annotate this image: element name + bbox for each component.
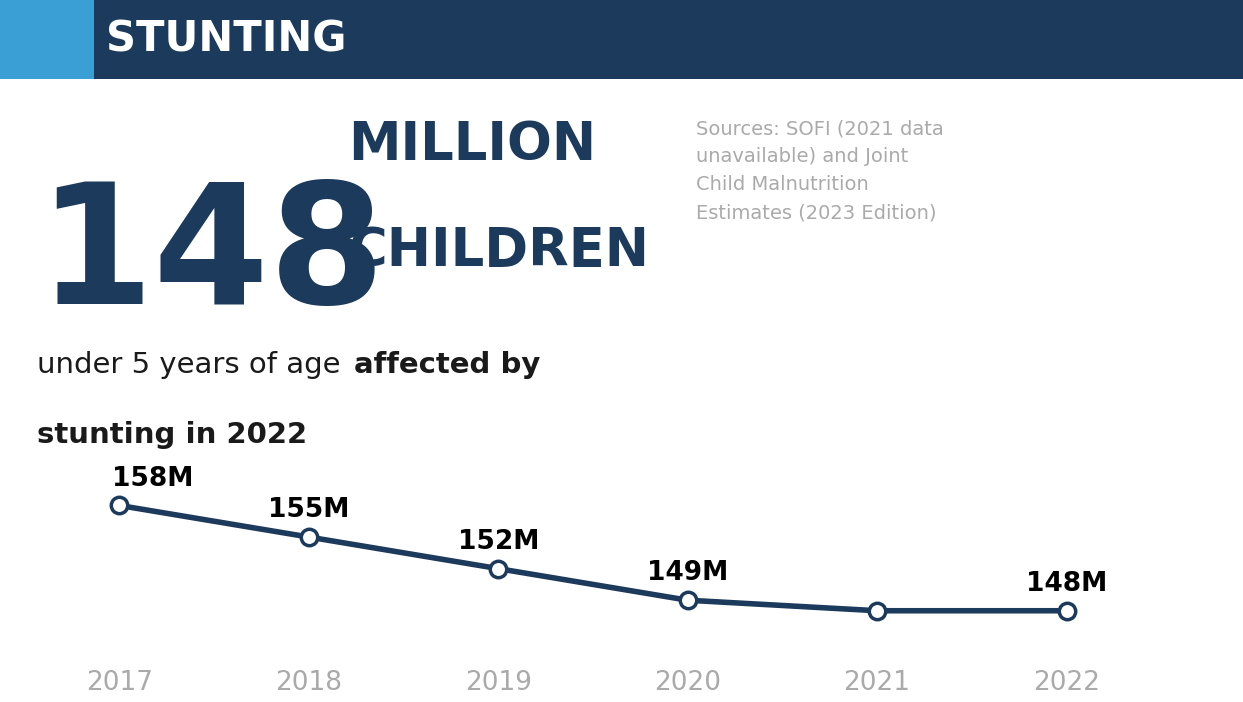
Text: 155M: 155M xyxy=(268,497,349,523)
Point xyxy=(677,595,697,606)
Text: 148M: 148M xyxy=(1025,571,1108,597)
Text: under 5 years of age: under 5 years of age xyxy=(37,351,351,379)
Text: CHILDREN: CHILDREN xyxy=(348,225,649,277)
Text: Sources: SOFI (2021 data
unavailable) and Joint
Child Malnutrition
Estimates (20: Sources: SOFI (2021 data unavailable) an… xyxy=(696,119,943,223)
Text: affected by: affected by xyxy=(354,351,541,379)
Circle shape xyxy=(52,7,77,28)
Text: STUNTING: STUNTING xyxy=(106,19,346,60)
Point xyxy=(1057,605,1076,616)
Text: MILLION: MILLION xyxy=(348,119,597,171)
Text: 148: 148 xyxy=(37,176,385,338)
Circle shape xyxy=(14,7,39,28)
Text: stunting in 2022: stunting in 2022 xyxy=(37,421,307,449)
Text: 158M: 158M xyxy=(112,465,194,491)
Point xyxy=(868,605,888,616)
Text: 152M: 152M xyxy=(457,529,539,555)
Point xyxy=(298,531,318,543)
Point xyxy=(488,563,508,574)
Text: 149M: 149M xyxy=(648,560,728,586)
Point xyxy=(109,500,129,511)
